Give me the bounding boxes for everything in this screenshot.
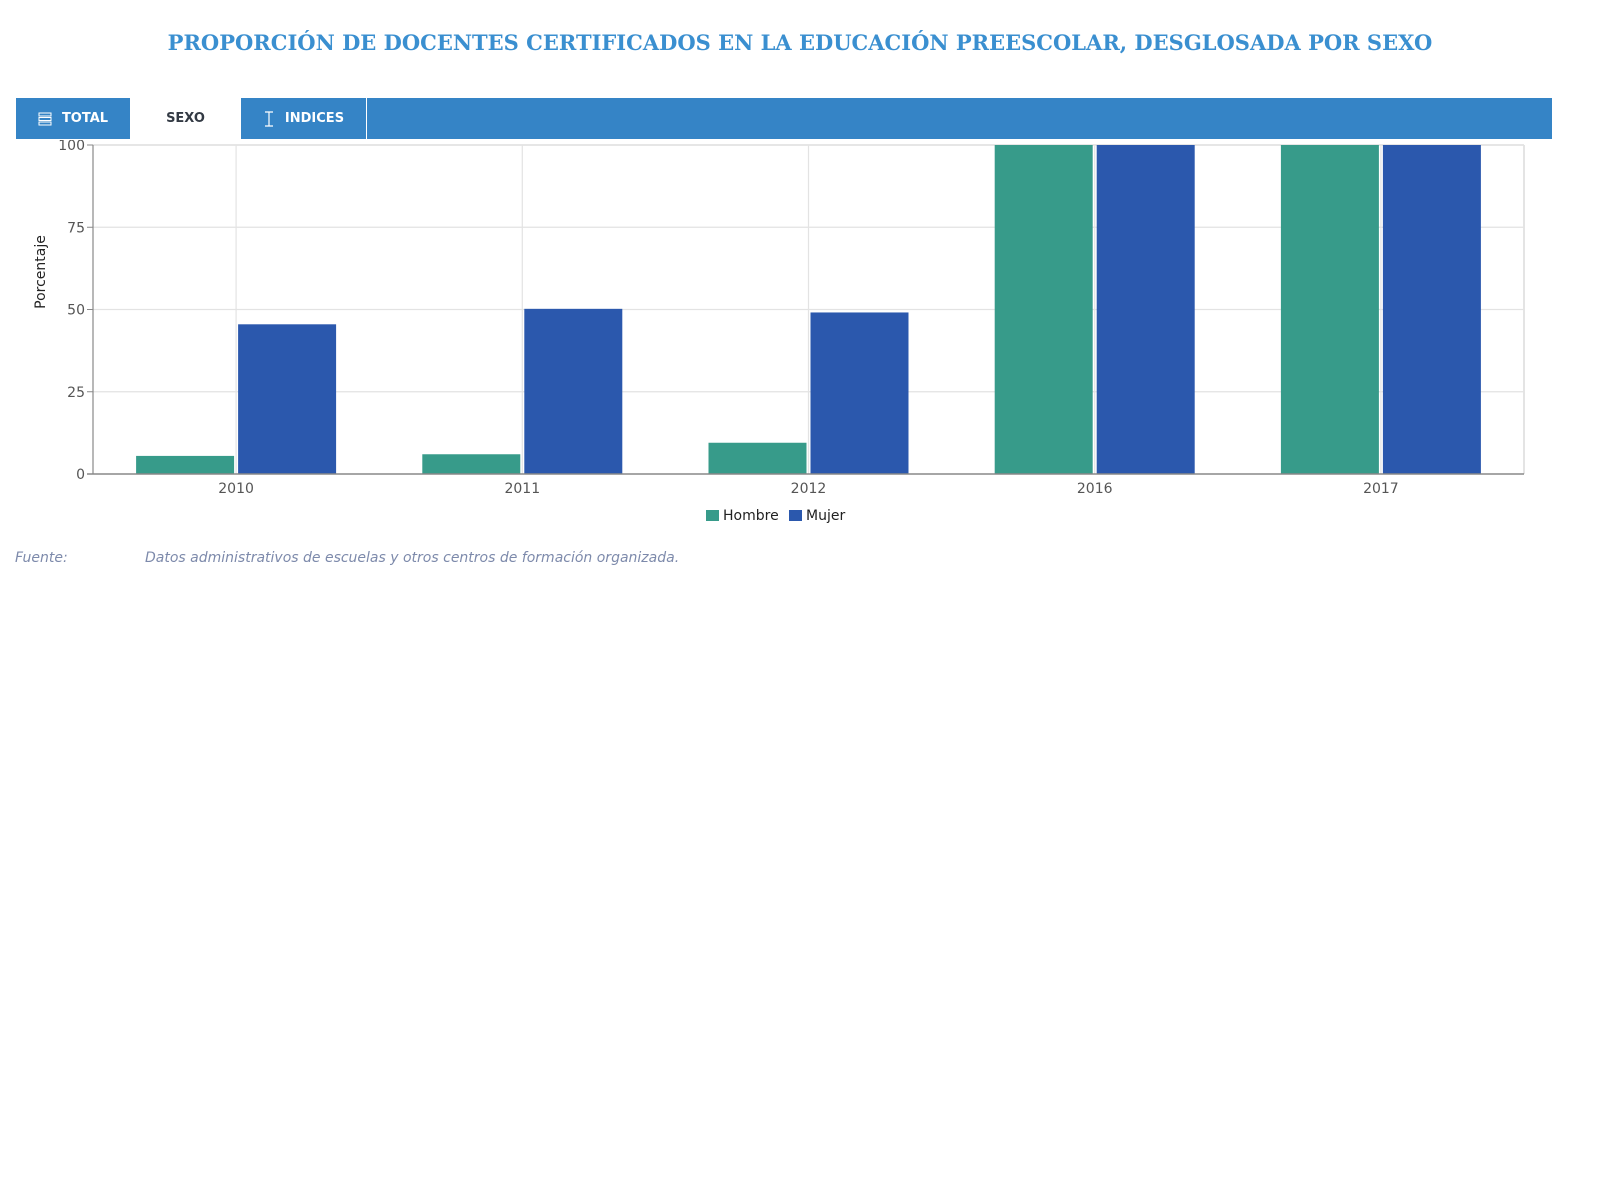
- y-tick-label: 100: [58, 140, 85, 154]
- y-tick-label: 75: [67, 220, 85, 236]
- tab-total-label: TOTAL: [61, 111, 109, 126]
- source-label: Fuente:: [15, 550, 68, 566]
- x-tick-label: 2011: [504, 481, 540, 497]
- legend-label-hombre: Hombre: [723, 508, 779, 524]
- y-tick-label: 50: [67, 303, 85, 319]
- source-text: Datos administrativos de escuelas y otro…: [145, 550, 680, 566]
- y-tick-label: 25: [67, 385, 85, 401]
- legend-label-mujer: Mujer: [806, 508, 845, 524]
- text-cursor-icon: [263, 110, 275, 127]
- tab-indices[interactable]: INDICES: [241, 98, 367, 139]
- y-axis-label: Porcentaje: [33, 235, 49, 309]
- list-icon: [38, 112, 52, 126]
- bar-hombre-2016: [994, 145, 1093, 474]
- x-tick-label: 2010: [218, 481, 254, 497]
- page-title: PROPORCIÓN DE DOCENTES CERTIFICADOS EN L…: [167, 30, 1433, 55]
- legend: Hombre Mujer: [706, 508, 845, 524]
- bar-hombre-2012: [708, 442, 807, 474]
- bar-mujer-2016: [1096, 145, 1195, 474]
- bar-hombre-2011: [422, 454, 521, 474]
- x-tick-label: 2016: [1077, 481, 1113, 497]
- y-tick-label: 0: [76, 467, 85, 483]
- legend-swatch-mujer: [789, 510, 802, 521]
- x-tick-label: 2017: [1363, 481, 1399, 497]
- tab-indices-label: INDICES: [284, 111, 345, 126]
- bar-hombre-2017: [1280, 145, 1379, 474]
- bars-layer: [136, 145, 1481, 474]
- tab-total[interactable]: TOTAL: [16, 98, 130, 139]
- tab-bar: TOTAL SEXO INDICES: [16, 98, 1552, 139]
- legend-swatch-hombre: [706, 510, 719, 521]
- bar-mujer-2012: [810, 312, 909, 474]
- x-tick-label: 2012: [791, 481, 827, 497]
- bar-mujer-2017: [1382, 145, 1481, 474]
- tab-sexo[interactable]: SEXO: [130, 98, 241, 139]
- bar-chart: 0 25 50 75 100 2010 2011 2012 2016 2017 Porcentaj…: [33, 140, 1525, 524]
- bar-mujer-2011: [524, 308, 623, 474]
- axis-layer: 0 25 50 75 100 2010 2011 2012 2016 2017: [58, 140, 1524, 497]
- tab-sexo-label: SEXO: [166, 111, 205, 126]
- bar-mujer-2010: [238, 324, 337, 474]
- bar-hombre-2010: [136, 455, 235, 474]
